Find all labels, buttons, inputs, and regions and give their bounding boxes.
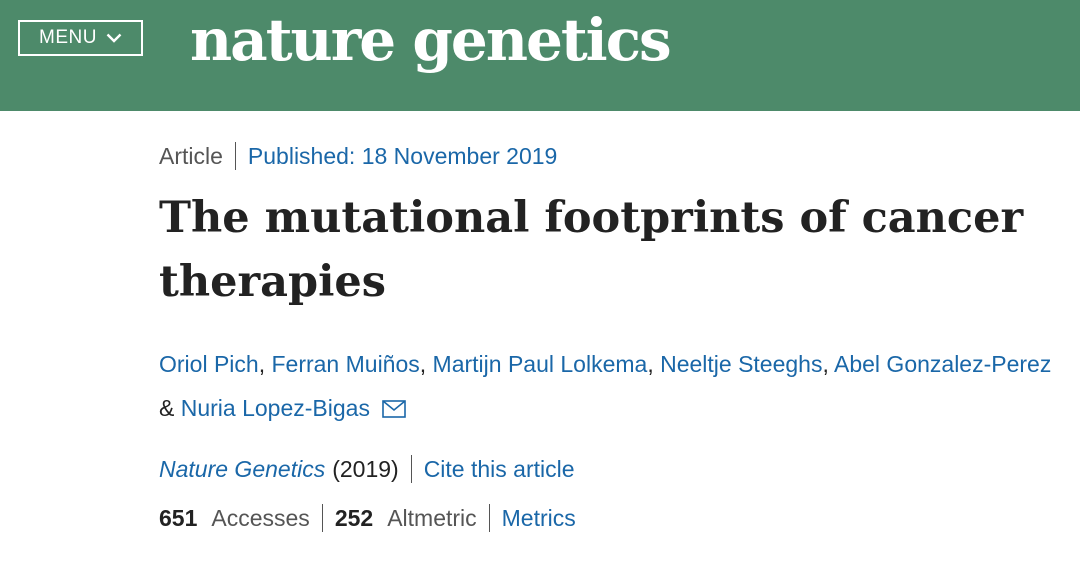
cite-article-link[interactable]: Cite this article <box>423 455 575 482</box>
altmetric-label: Altmetric <box>387 504 477 531</box>
article-title: The mutational footprints of cancer ther… <box>159 193 1024 307</box>
site-header: MENU nature genetics <box>0 0 1080 111</box>
author-separator: & <box>159 395 175 421</box>
chevron-down-icon <box>106 33 122 43</box>
author-link[interactable]: Oriol Pich <box>159 351 259 377</box>
author-separator: , <box>822 351 829 377</box>
article-metrics: 651 Accesses 252 Altmetric Metrics <box>159 504 576 532</box>
divider <box>234 142 236 170</box>
author-separator: , <box>647 351 654 377</box>
divider <box>410 455 412 483</box>
article-meta: Article Published: 18 November 2019 <box>159 142 557 170</box>
author-link[interactable]: Nuria Lopez-Bigas <box>180 395 370 421</box>
author-list: Oriol Pich, Ferran Muiños, Martijn Paul … <box>159 342 1074 430</box>
metrics-link[interactable]: Metrics <box>501 504 576 531</box>
accesses-label: Accesses <box>211 504 310 531</box>
divider <box>488 504 490 532</box>
journal-name[interactable]: Nature Genetics <box>159 455 326 482</box>
menu-button[interactable]: MENU <box>18 20 143 56</box>
altmetric-count: 252 <box>334 504 374 531</box>
menu-label: MENU <box>39 27 97 48</box>
accesses-count: 651 <box>159 504 198 531</box>
author-link[interactable]: Abel Gonzalez-Perez <box>834 351 1052 377</box>
article-type: Article <box>159 142 223 169</box>
author-separator: , <box>258 351 266 377</box>
divider <box>321 504 323 532</box>
journal-year: (2019) <box>332 455 399 482</box>
journal-logo[interactable]: nature genetics <box>190 6 672 74</box>
mail-icon[interactable] <box>382 400 407 418</box>
author-separator: , <box>419 351 427 377</box>
author-link[interactable]: Neeltje Steeghs <box>660 351 823 377</box>
author-link[interactable]: Ferran Muiños <box>271 351 420 377</box>
published-date: Published: 18 November 2019 <box>247 142 558 169</box>
author-link[interactable]: Martijn Paul Lolkema <box>432 351 648 377</box>
journal-info: Nature Genetics (2019) Cite this article <box>159 455 575 483</box>
